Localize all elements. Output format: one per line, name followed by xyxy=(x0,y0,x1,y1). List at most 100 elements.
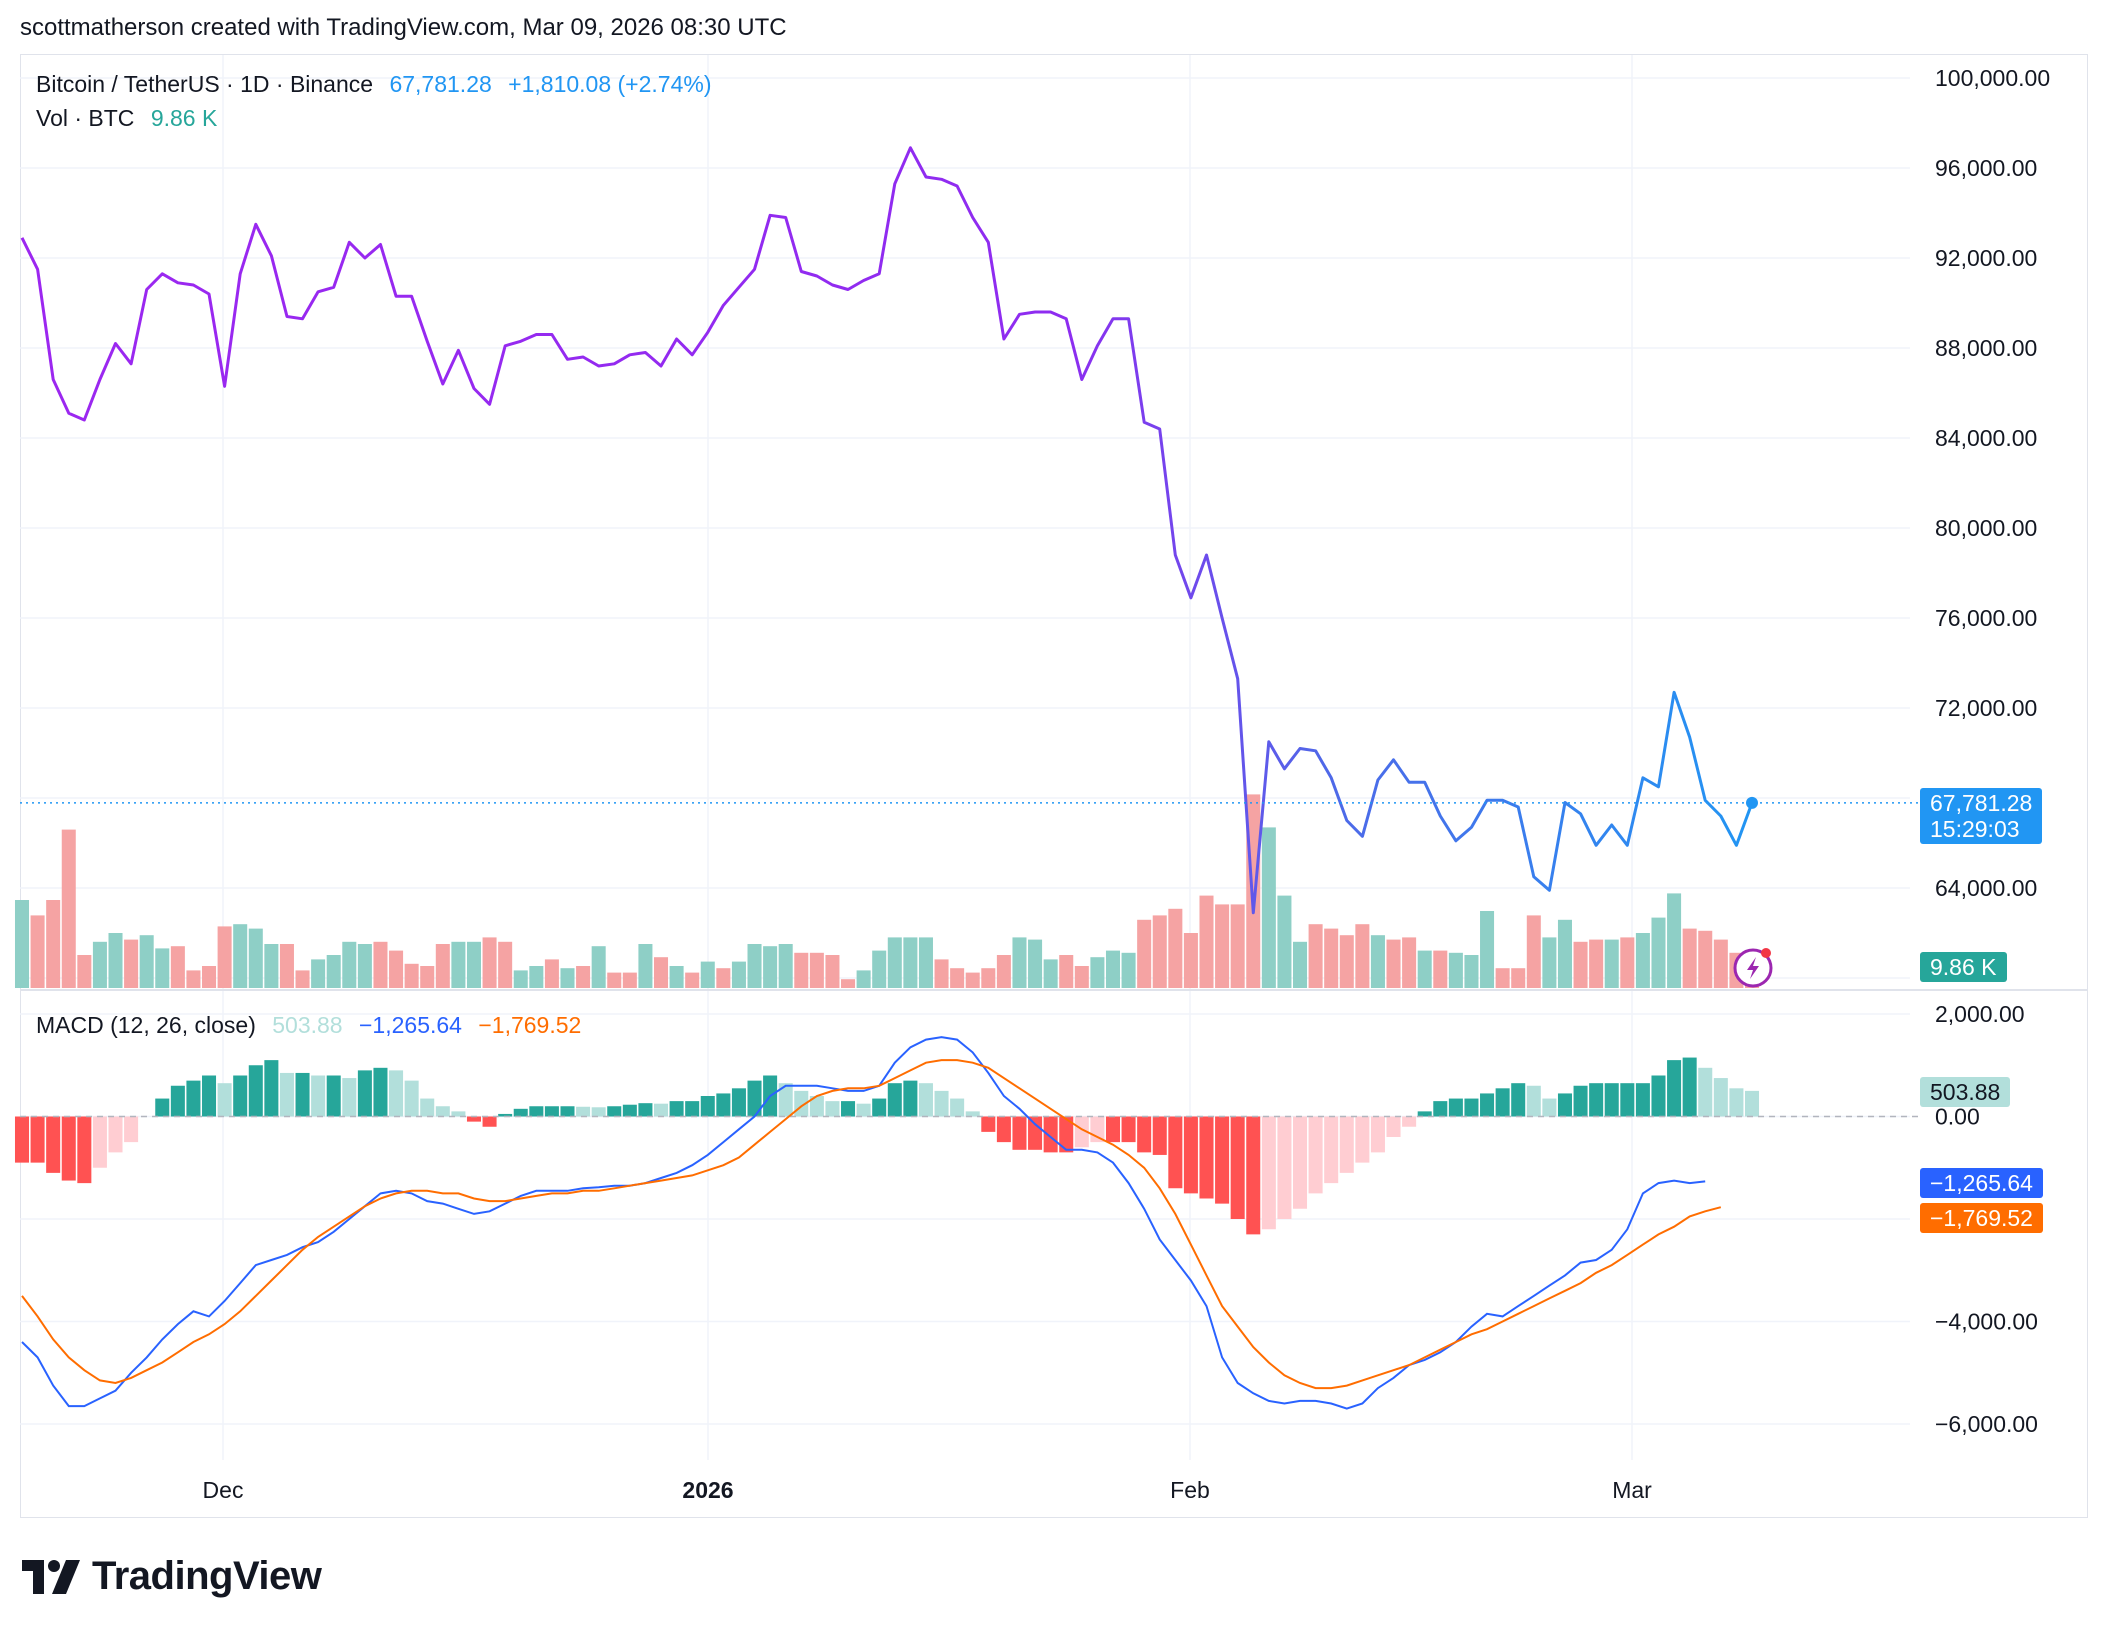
volume-bar xyxy=(108,933,123,988)
histogram-bar xyxy=(1043,1116,1058,1153)
volume-bar xyxy=(451,941,466,988)
histogram-bar xyxy=(1667,1060,1682,1117)
volume-bar xyxy=(1604,939,1619,988)
histogram-bar xyxy=(685,1101,700,1117)
volume-bar xyxy=(233,924,248,988)
histogram-bar xyxy=(887,1083,902,1117)
volume-bar xyxy=(498,941,513,988)
histogram-bar xyxy=(186,1080,201,1117)
grid-lines xyxy=(20,55,1910,1460)
alert-icon[interactable] xyxy=(1733,948,1773,988)
histogram-bar xyxy=(1495,1088,1510,1117)
histogram-bar xyxy=(202,1075,217,1117)
tradingview-logo[interactable]: TradingView xyxy=(22,1554,322,1599)
legend-volume-label[interactable]: Vol · BTC xyxy=(36,105,135,131)
volume-bar xyxy=(731,961,746,988)
volume-bar xyxy=(389,950,404,988)
volume-bar xyxy=(1526,915,1541,988)
histogram-bar xyxy=(404,1080,419,1117)
histogram-bar xyxy=(1526,1085,1541,1117)
histogram-bar xyxy=(841,1101,856,1117)
x-tick-label: 2026 xyxy=(682,1477,733,1503)
macd-hist-tag: 503.88 xyxy=(1920,1077,2011,1107)
volume-bar xyxy=(1012,937,1027,988)
histogram-bar xyxy=(1682,1057,1697,1117)
price-tick-label: 80,000.00 xyxy=(1935,515,2037,541)
volume-bar xyxy=(1651,917,1666,988)
legend-volume-value: 9.86 K xyxy=(150,105,218,131)
volume-bar xyxy=(591,946,606,988)
price-tick-label: 88,000.00 xyxy=(1935,335,2037,361)
histogram-bar xyxy=(1604,1083,1619,1117)
chart-attribution: scottmatherson created with TradingView.… xyxy=(20,14,787,41)
last-price-tag-price: 67,781.28 xyxy=(1930,790,2033,816)
volume-bar xyxy=(856,970,871,988)
histogram-bar xyxy=(279,1072,294,1117)
volume-bar xyxy=(918,937,933,988)
histogram-bar xyxy=(716,1093,731,1117)
volume-bar xyxy=(1682,928,1697,988)
macd-tick-label: −4,000.00 xyxy=(1935,1309,2038,1335)
volume-bar xyxy=(794,952,809,988)
histogram-bar xyxy=(747,1080,762,1117)
volume-bar xyxy=(1137,919,1152,988)
histogram-bar xyxy=(622,1104,637,1117)
histogram-bar xyxy=(1402,1116,1417,1127)
x-tick-label: Feb xyxy=(1170,1477,1210,1503)
y-axis-price: 100,000.00 96,000.00 92,000.00 88,000.00 84,… xyxy=(1935,65,2050,901)
histogram-bar xyxy=(513,1108,528,1117)
volume-bar xyxy=(638,944,653,988)
histogram-bar xyxy=(1230,1116,1245,1219)
volume-bar xyxy=(778,944,793,988)
volume-bar xyxy=(1589,939,1604,988)
histogram-bar xyxy=(778,1083,793,1117)
volume-bar xyxy=(560,968,575,988)
volume-bar xyxy=(1448,952,1463,988)
histogram-bar xyxy=(809,1096,824,1117)
volume-bar xyxy=(124,939,139,988)
legend-macd-row: MACD (12, 26, close) 503.88 −1,265.64 −1… xyxy=(36,1012,591,1039)
legend-symbol[interactable]: Bitcoin / TetherUS · 1D · Binance xyxy=(36,71,374,97)
volume-bar xyxy=(1230,904,1245,988)
volume-bar xyxy=(1542,937,1557,988)
volume-bar xyxy=(92,941,107,988)
histogram-bar xyxy=(1744,1090,1760,1117)
volume-bar xyxy=(1417,950,1432,988)
histogram-bar xyxy=(1698,1067,1713,1117)
histogram-bar xyxy=(264,1060,279,1117)
volume-bar xyxy=(1152,915,1167,988)
histogram-bar xyxy=(1028,1116,1043,1150)
volume-bar xyxy=(669,966,684,988)
histogram-bar xyxy=(638,1103,653,1117)
histogram-bar xyxy=(544,1106,559,1117)
histogram-bar xyxy=(1261,1116,1276,1230)
volume-bar xyxy=(763,946,778,988)
histogram-bar xyxy=(950,1098,965,1117)
macd-histogram xyxy=(14,1057,1760,1235)
histogram-bar xyxy=(311,1075,326,1117)
histogram-bar xyxy=(872,1098,887,1117)
y-axis-macd: 2,000.00 0.00 −4,000.00 −6,000.00 xyxy=(1935,1001,2038,1437)
volume-bar xyxy=(311,959,326,988)
legend-macd-label[interactable]: MACD (12, 26, close) xyxy=(36,1012,256,1038)
histogram-bar xyxy=(529,1106,544,1117)
volume-bar xyxy=(747,944,762,988)
volume-tag: 9.86 K xyxy=(1920,952,2007,982)
volume-bar xyxy=(981,968,996,988)
histogram-bar xyxy=(1620,1083,1635,1117)
histogram-bar xyxy=(451,1111,466,1117)
volume-bar xyxy=(1480,911,1495,988)
x-tick-label: Dec xyxy=(203,1477,244,1503)
histogram-bar xyxy=(14,1116,30,1163)
volume-bar xyxy=(841,979,856,988)
price-tick-label: 72,000.00 xyxy=(1935,695,2037,721)
legend-price-row: Bitcoin / TetherUS · 1D · Binance 67,781… xyxy=(36,71,722,98)
histogram-bar xyxy=(1199,1116,1214,1199)
histogram-bar xyxy=(217,1083,232,1117)
histogram-bar xyxy=(1339,1116,1354,1173)
volume-bar xyxy=(1261,827,1276,988)
volume-bar xyxy=(1511,968,1526,988)
volume-bar xyxy=(872,950,887,988)
volume-bar xyxy=(435,944,450,988)
